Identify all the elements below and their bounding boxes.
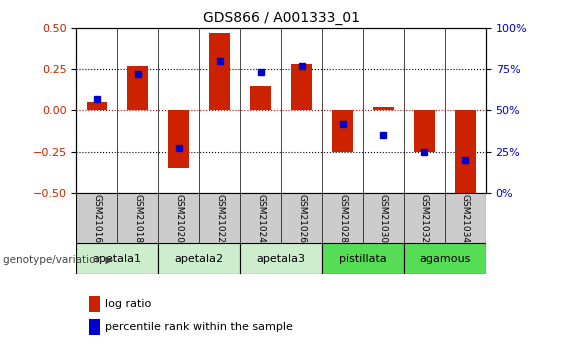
Text: GSM21028: GSM21028 xyxy=(338,194,347,243)
Bar xyxy=(332,110,353,152)
Text: GSM21026: GSM21026 xyxy=(297,194,306,243)
Text: GSM21016: GSM21016 xyxy=(92,194,101,243)
Bar xyxy=(128,66,148,110)
Text: genotype/variation ▶: genotype/variation ▶ xyxy=(3,256,113,265)
Bar xyxy=(373,107,394,110)
Text: GSM21022: GSM21022 xyxy=(215,194,224,243)
Text: log ratio: log ratio xyxy=(105,299,151,309)
Text: apetala1: apetala1 xyxy=(93,254,142,264)
Bar xyxy=(168,110,189,168)
Text: percentile rank within the sample: percentile rank within the sample xyxy=(105,322,293,332)
Bar xyxy=(414,110,434,152)
FancyBboxPatch shape xyxy=(404,243,486,274)
Text: apetala3: apetala3 xyxy=(257,254,306,264)
FancyBboxPatch shape xyxy=(240,243,322,274)
Text: pistillata: pistillata xyxy=(339,254,387,264)
Bar xyxy=(250,86,271,110)
Bar xyxy=(292,64,312,110)
Bar xyxy=(89,319,100,335)
Text: GSM21020: GSM21020 xyxy=(174,194,183,243)
Text: GSM21030: GSM21030 xyxy=(379,194,388,243)
Bar xyxy=(455,110,476,197)
Text: agamous: agamous xyxy=(419,254,471,264)
Text: GSM21032: GSM21032 xyxy=(420,194,429,243)
Text: apetala2: apetala2 xyxy=(175,254,224,264)
Text: GSM21034: GSM21034 xyxy=(461,194,470,243)
Bar xyxy=(89,296,100,312)
FancyBboxPatch shape xyxy=(76,243,158,274)
Bar xyxy=(210,32,230,110)
Title: GDS866 / A001333_01: GDS866 / A001333_01 xyxy=(203,11,359,25)
Bar xyxy=(86,102,107,110)
Text: GSM21018: GSM21018 xyxy=(133,194,142,243)
FancyBboxPatch shape xyxy=(158,243,240,274)
FancyBboxPatch shape xyxy=(322,243,404,274)
FancyBboxPatch shape xyxy=(76,193,486,243)
Text: GSM21024: GSM21024 xyxy=(256,194,265,243)
